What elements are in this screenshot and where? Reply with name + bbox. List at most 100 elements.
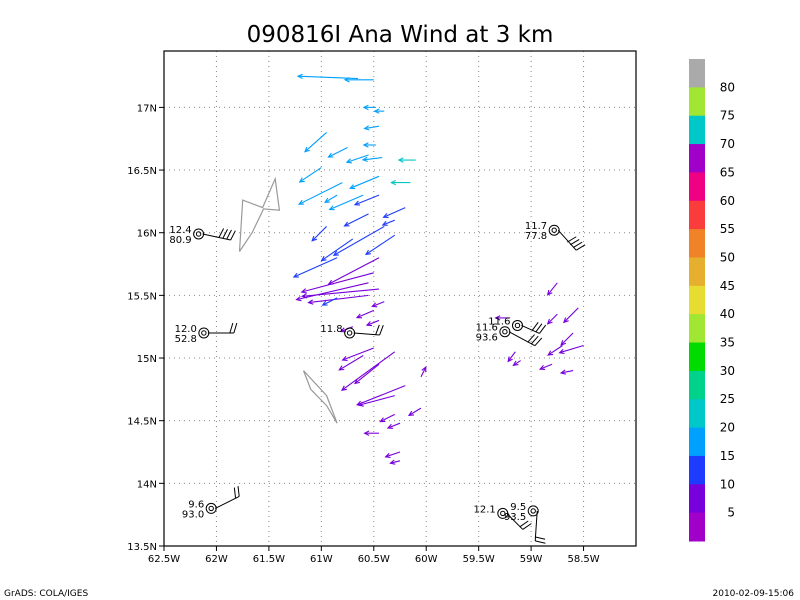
station-dot (346, 330, 353, 336)
y-tick-label: 13.5N (127, 542, 157, 553)
wind-vector (371, 301, 385, 308)
wind-vector (546, 313, 558, 325)
wind-arrowhead (307, 299, 314, 305)
wind-vector (560, 332, 574, 346)
barb-flag (229, 322, 234, 334)
barb-flag (237, 485, 240, 497)
wind-arrowhead (298, 177, 305, 183)
barb-flag (375, 324, 380, 335)
y-tick-label: 17N (137, 103, 157, 114)
colorbar-segment (689, 59, 705, 88)
wind-shaft (350, 175, 380, 189)
station-marker: 12.052.8 (175, 322, 238, 345)
wind-arrowhead (363, 430, 370, 436)
station-value-top: 12.4 (169, 225, 191, 236)
wind-arrowhead (379, 417, 386, 423)
barb-flag (534, 536, 546, 540)
wind-arrowhead (559, 369, 567, 375)
wind-shaft (365, 234, 396, 255)
wind-shaft (382, 219, 395, 226)
wind-barb (353, 332, 380, 336)
station-value-top: 12.1 (474, 504, 496, 515)
station-ring (497, 507, 509, 519)
wind-arrowhead (546, 289, 553, 296)
wind-arrowhead (338, 365, 345, 371)
wind-arrowhead (295, 296, 302, 302)
station-marker: 12.1 (474, 504, 532, 530)
wind-shaft (560, 370, 574, 374)
wind-shaft (372, 301, 385, 307)
barb-flag (230, 230, 236, 241)
wind-vector (354, 363, 380, 385)
wind-vector (338, 355, 364, 371)
wind-shaft (311, 226, 327, 242)
barb-flag (572, 241, 583, 248)
y-tick-label: 16N (137, 229, 157, 240)
wind-shaft (362, 156, 383, 161)
wind-shaft (299, 167, 322, 183)
wind-arrowhead (357, 401, 364, 407)
wind-barb (557, 229, 577, 251)
wind-vector (384, 451, 401, 459)
wind-vector (295, 282, 369, 302)
x-tick-label: 62W (205, 554, 228, 565)
wind-shaft (354, 194, 380, 206)
colorbar: 5 10 15 20 25 30 35 40 45 50 55 60 65 70 75 80 (689, 59, 735, 542)
station-marker: 11.777.8 (525, 221, 586, 251)
wind-arrowhead (507, 356, 513, 363)
wind-vector (361, 156, 383, 163)
wind-vector (320, 238, 354, 262)
wind-shaft (357, 385, 406, 406)
colorbar-segment (689, 200, 705, 230)
wind-arrowhead (362, 142, 369, 148)
wind-arrowhead (340, 385, 347, 391)
station-value-bottom: 93.6 (476, 333, 498, 344)
wind-shaft (507, 351, 516, 362)
wind-arrowhead (381, 220, 388, 226)
wind-vector (389, 459, 401, 465)
barb-flag (222, 228, 228, 239)
wind-shaft (298, 182, 343, 205)
land-outline (238, 176, 281, 252)
station-value-bottom: 77.8 (525, 231, 547, 242)
y-axis: 13.5N 14N 14.5N 15N 15.5N 16N 16.5N 17N (127, 103, 164, 553)
barb-flag (570, 239, 580, 246)
wind-vector (512, 360, 521, 367)
colorbar-segment (689, 115, 705, 145)
wind-arrowhead (292, 272, 299, 278)
y-tick-label: 16.5N (127, 166, 157, 177)
wind-vector (558, 344, 584, 355)
wind-vector (562, 307, 579, 324)
wind-vector (300, 288, 380, 299)
land-outline (302, 370, 338, 424)
colorbar-segment (689, 427, 705, 457)
barb-flag (567, 236, 577, 243)
wind-arrowhead (332, 250, 339, 256)
wind-vector (364, 234, 396, 256)
wind-arrowhead (304, 146, 310, 153)
stations: 12.480.912.052.811.89.693.011.777.811.69… (169, 221, 586, 544)
wind-vector (362, 142, 376, 148)
wind-arrowhead (373, 108, 380, 114)
colorbar-label: 65 (720, 165, 735, 179)
station-value-bottom: 93.0 (182, 509, 204, 520)
x-tick-label: 62.5W (148, 554, 180, 565)
wind-vector (292, 257, 338, 278)
wind-vector (321, 297, 338, 306)
wind-vector (365, 319, 380, 327)
station-value-bottom: 52.8 (175, 334, 197, 345)
wind-arrowhead (421, 366, 427, 373)
grid-lines (164, 51, 636, 546)
wind-arrowhead (353, 200, 361, 206)
station-value-top: 12.0 (175, 324, 197, 335)
station-value-top: 11.8 (320, 324, 342, 335)
wind-shaft (547, 282, 558, 296)
wind-vector (357, 395, 395, 407)
station-marker: 9.593.5 (504, 502, 546, 544)
station-dot (530, 508, 536, 514)
x-tick-label: 61.5W (253, 554, 285, 565)
wind-shaft (387, 422, 401, 429)
station-dot (500, 510, 506, 517)
wind-arrowhead (371, 302, 378, 308)
